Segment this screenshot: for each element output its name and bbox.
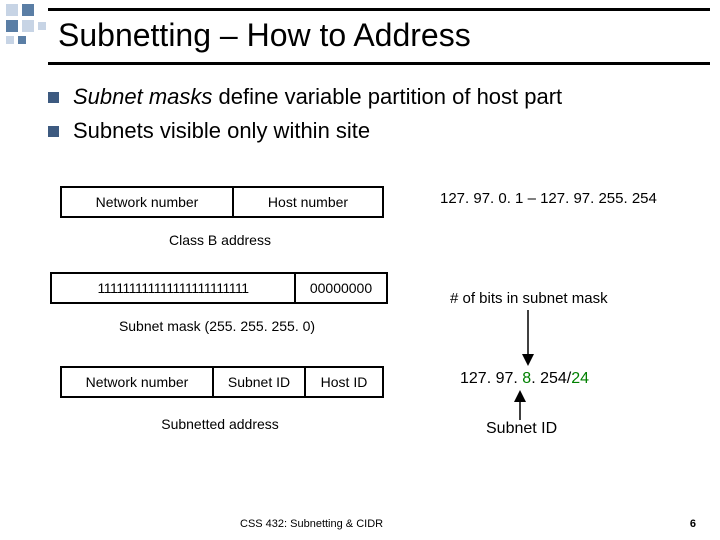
bullet-text: Subnet masks define variable partition o… <box>73 82 562 112</box>
classb-host-cell: Host number <box>232 188 382 216</box>
slide-number: 6 <box>690 518 696 530</box>
classb-box-wrap: Network number Host number Class B addre… <box>60 186 384 248</box>
mask-zeros-cell: 00000000 <box>294 274 386 302</box>
mask-caption: Subnet mask (255. 255. 255. 0) <box>50 318 384 334</box>
square-bullet-icon <box>48 126 59 137</box>
subnet-id-label: Subnet ID <box>486 420 557 438</box>
slide-title: Subnetting – How to Address <box>58 17 471 54</box>
subnetted-caption: Subnetted address <box>60 416 380 432</box>
bullet-text: Subnets visible only within site <box>73 116 370 146</box>
title-rule-bottom <box>48 62 710 65</box>
subnetted-subnetid-cell: Subnet ID <box>212 368 304 396</box>
subnetted-box-wrap: Network number Subnet ID Host ID Subnett… <box>60 366 384 432</box>
arrow-down-icon <box>518 310 538 366</box>
slide: Subnetting – How to Address Subnet masks… <box>0 0 720 540</box>
subnetted-network-cell: Network number <box>62 368 212 396</box>
mask-box-wrap: 111111111111111111111111 00000000 Subnet… <box>50 272 388 334</box>
classb-network-cell: Network number <box>62 188 232 216</box>
ip-range-text: 127. 97. 0. 1 – 127. 97. 255. 254 <box>440 190 657 207</box>
square-bullet-icon <box>48 92 59 103</box>
classb-caption: Class B address <box>60 232 380 248</box>
bullet-item: Subnet masks define variable partition o… <box>48 82 688 112</box>
cidr-green-octet: 8 <box>522 370 531 387</box>
title-rule-top <box>48 8 710 11</box>
bullet-item: Subnets visible only within site <box>48 116 688 146</box>
mask-ones-cell: 111111111111111111111111 <box>52 274 294 302</box>
cidr-example: 127. 97. 8. 254/24 <box>460 370 589 388</box>
cidr-mid: . 254/ <box>531 370 571 387</box>
classb-box: Network number Host number <box>60 186 384 218</box>
bullet-list: Subnet masks define variable partition o… <box>48 82 688 149</box>
cidr-prefix: 127. 97. <box>460 370 522 387</box>
subnetted-box: Network number Subnet ID Host ID <box>60 366 384 398</box>
subnetted-hostid-cell: Host ID <box>304 368 382 396</box>
footer-text: CSS 432: Subnetting & CIDR <box>240 518 383 530</box>
arrow-up-icon <box>510 390 530 420</box>
bullet-italic: Subnet masks <box>73 84 212 109</box>
cidr-green-bits: 24 <box>571 370 589 387</box>
bits-label: # of bits in subnet mask <box>450 290 608 307</box>
bullet-rest: define variable partition of host part <box>212 84 562 109</box>
mask-box: 111111111111111111111111 00000000 <box>50 272 388 304</box>
